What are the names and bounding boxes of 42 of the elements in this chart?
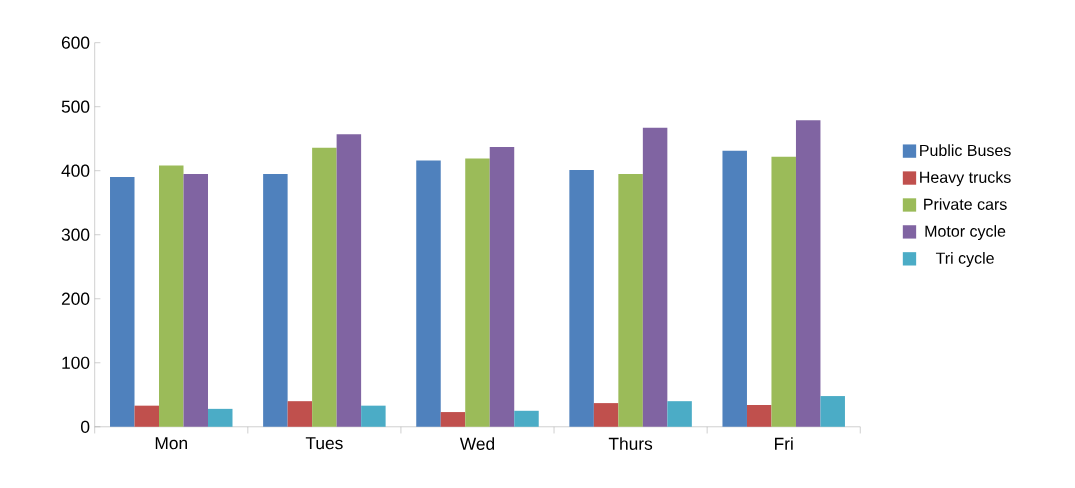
- bar: [416, 160, 441, 427]
- bar: [618, 173, 643, 427]
- bar: [667, 401, 692, 427]
- y-tick-label: 300: [61, 228, 90, 241]
- legend-label: Tri cycle: [935, 251, 994, 267]
- bar: [440, 412, 466, 427]
- bar: [746, 404, 772, 427]
- bar: [514, 410, 539, 427]
- bar: [336, 134, 362, 427]
- y-tick-label: 100: [62, 356, 90, 369]
- x-tick-label: Thurs: [608, 437, 653, 450]
- x-tick-label: Wed: [459, 437, 495, 450]
- bar: [795, 120, 821, 427]
- bar: [208, 408, 233, 427]
- y-tick-label: 500: [61, 100, 90, 113]
- bar: [361, 405, 386, 427]
- legend-label: Private cars: [924, 198, 1007, 210]
- y-tick-label: 0: [81, 420, 90, 433]
- x-tick-label: Fri: [775, 437, 793, 450]
- bar: [771, 156, 796, 427]
- y-tick-label: 400: [61, 164, 90, 177]
- bar: [820, 396, 845, 427]
- bar: [593, 403, 619, 427]
- bar: [110, 177, 135, 427]
- bar: [722, 150, 747, 427]
- y-tick-label: 200: [61, 292, 90, 305]
- bar: [287, 401, 313, 427]
- bar: [134, 405, 160, 427]
- bar: [183, 173, 209, 427]
- bar: [263, 173, 288, 427]
- legend-label: Public Buses: [920, 144, 1011, 156]
- bar: [312, 147, 337, 427]
- bar: [489, 146, 515, 427]
- legend-label: Motor cycle: [925, 225, 1006, 240]
- bar: [642, 127, 668, 427]
- bar: [465, 158, 490, 427]
- bar: [159, 165, 184, 427]
- x-tick-label: Mon: [155, 437, 187, 450]
- legend-label: Heavy trucks: [920, 171, 1011, 187]
- y-tick-label: 600: [61, 36, 90, 49]
- bar: [569, 170, 594, 427]
- x-tick-label: Tues: [305, 437, 343, 450]
